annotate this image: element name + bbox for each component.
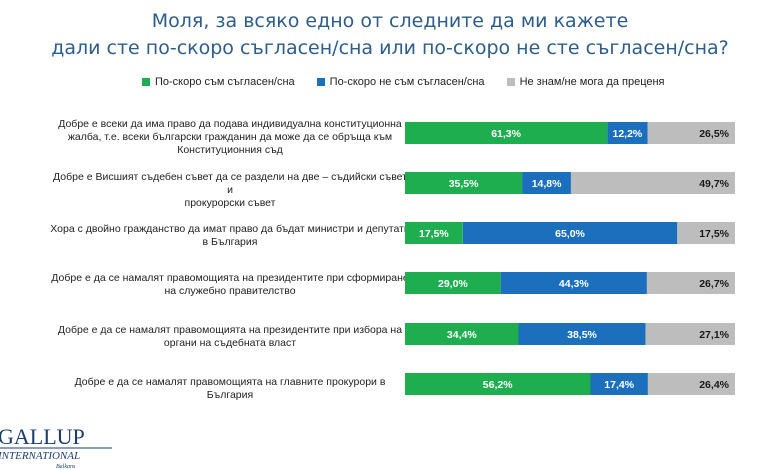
category-label-4: Добре е да се намалят правомощията на пр… (50, 272, 410, 298)
category-label-6: Добре е да се намалят правомощията на гл… (50, 376, 410, 402)
bar-segment-disagree-6 (590, 373, 648, 395)
logo-line-2: INTERNATIONAL (0, 450, 80, 462)
legend-swatch-agree (142, 78, 150, 86)
bar-segment-agree-5 (405, 323, 519, 345)
category-label-line: Добре е Висшият съдебен съвет да се разд… (53, 171, 407, 196)
category-label-line: прокурорски съвет (184, 197, 276, 209)
data-label-agree-5: 34,4% (447, 329, 477, 341)
category-label-line: в България (202, 236, 258, 248)
category-label-1: Добре е всеки да има право да подава инд… (50, 118, 410, 157)
gallup-international-logo: GALLUP INTERNATIONAL Balkans (0, 424, 112, 470)
legend-label-disagree: По-скоро не съм съгласен/сна (329, 76, 485, 88)
data-label-dont-know-6: 26,4% (699, 379, 729, 391)
category-label-5: Добре е да се намалят правомощията на пр… (50, 324, 410, 350)
category-label-line: Добре е да се намалят правомощията на пр… (57, 324, 403, 336)
bar-segment-dont-know-2 (571, 172, 735, 194)
data-label-disagree-5: 38,5% (567, 329, 597, 341)
chart-title-line-2: дали сте по-скоро съгласен/сна или по-ск… (51, 37, 729, 59)
data-label-disagree-3: 65,0% (555, 228, 585, 240)
data-label-dont-know-4: 26,7% (699, 278, 729, 290)
bar-segment-agree-1 (405, 122, 608, 144)
data-label-dont-know-3: 17,5% (699, 228, 729, 240)
data-label-agree-3: 17,5% (419, 228, 449, 240)
category-label-line: Хора с двойно гражданство да имат право … (50, 223, 410, 235)
data-label-disagree-1: 12,2% (613, 128, 643, 140)
legend-label-dont-know: Не знам/не мога да преценя (519, 76, 665, 88)
bar-segment-disagree-4 (500, 272, 647, 294)
category-label-line: Добре е всеки да има право да подава инд… (58, 118, 402, 130)
legend-label-agree: По-скоро съм съгласен/сна (155, 76, 295, 88)
data-label-dont-know-1: 26,5% (699, 128, 729, 140)
legend: По-скоро съм съгласен/сна По-скоро не съ… (142, 76, 702, 88)
bar-segment-dont-know-6 (647, 373, 735, 395)
data-label-agree-1: 61,3% (491, 128, 521, 140)
bar-segment-dont-know-1 (647, 122, 735, 144)
legend-swatch-dont-know (506, 78, 515, 86)
category-label-line: на служебно правителство (164, 285, 296, 297)
bar-segment-disagree-1 (607, 122, 648, 144)
logo-line-3: Balkans (56, 464, 76, 470)
logo-line-1: GALLUP (0, 424, 85, 449)
data-label-agree-4: 29,0% (438, 278, 468, 290)
legend-item-agree: По-скоро съм съгласен/сна (142, 76, 295, 88)
bar-segment-dont-know-3 (677, 222, 735, 244)
category-label-line: органи на съдебната власт (163, 337, 297, 349)
bar-segment-dont-know-5 (645, 323, 735, 345)
bar-segment-agree-4 (405, 272, 501, 294)
chart-title-line-1: Моля, за всяко едно от следните да ми ка… (151, 10, 629, 32)
bar-segment-dont-know-4 (646, 272, 735, 294)
bar-segment-agree-2 (405, 172, 523, 194)
bar-segment-agree-3 (405, 222, 463, 244)
legend-item-disagree: По-скоро не съм съгласен/сна (316, 76, 485, 88)
category-label-line: Добре е да се намалят правомощията на пр… (51, 272, 409, 284)
data-label-dont-know-2: 49,7% (699, 178, 729, 190)
bar-segment-disagree-3 (462, 222, 678, 244)
category-label-line: Добре е да се намалят правомощията на гл… (74, 376, 386, 401)
bar-segment-disagree-2 (522, 172, 571, 194)
category-label-2: Добре е Висшият съдебен съвет да се разд… (50, 171, 410, 210)
data-label-disagree-4: 44,3% (559, 278, 589, 290)
category-label-line: жалба, т.е. всеки български гражданин да… (67, 131, 393, 143)
data-label-agree-2: 35,5% (449, 178, 479, 190)
category-label-3: Хора с двойно гражданство да имат право … (50, 223, 410, 249)
data-label-agree-6: 56,2% (483, 379, 513, 391)
legend-swatch-disagree (316, 78, 325, 86)
data-label-dont-know-5: 27,1% (699, 329, 729, 341)
legend-item-dont-know: Не знам/не мога да преценя (506, 76, 665, 88)
category-label-line: Конституционния съд (177, 144, 283, 156)
bar-segment-disagree-5 (518, 323, 646, 345)
bar-segment-agree-6 (405, 373, 591, 395)
data-label-disagree-6: 17,4% (604, 379, 634, 391)
data-label-disagree-2: 14,8% (532, 178, 562, 190)
